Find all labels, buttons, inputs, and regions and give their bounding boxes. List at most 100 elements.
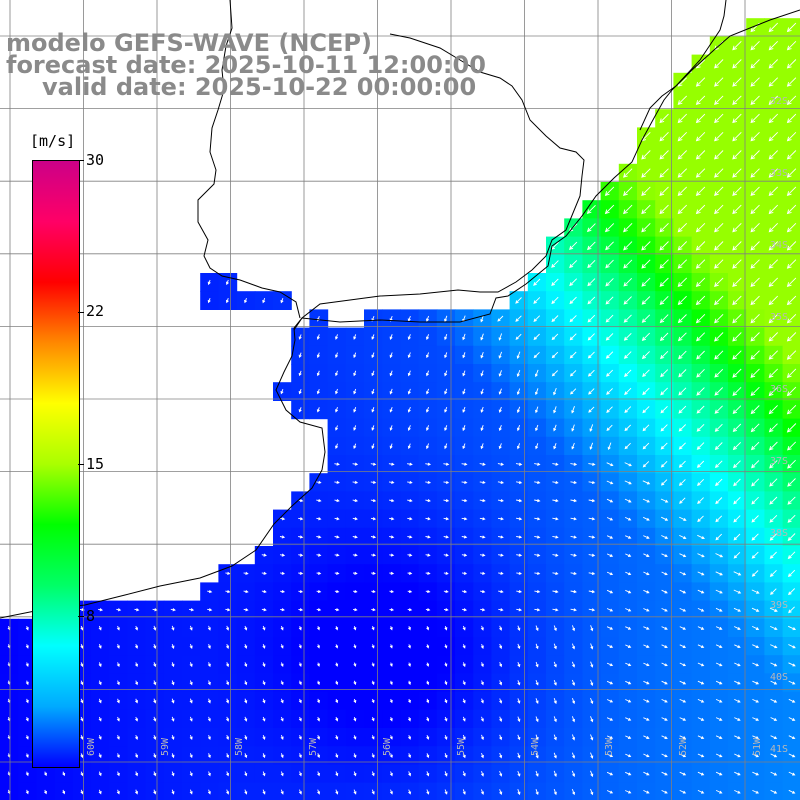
wind-arrow xyxy=(480,698,484,704)
wind-arrow xyxy=(752,662,760,667)
wind-arrow xyxy=(497,480,505,485)
wind-arrow xyxy=(516,553,523,557)
wind-arrow xyxy=(732,295,742,306)
wind-arrow xyxy=(786,295,797,306)
wind-arrow xyxy=(98,771,102,777)
wind-arrow xyxy=(587,278,596,287)
wind-arrow xyxy=(695,77,706,87)
wind-arrow xyxy=(244,662,248,668)
wind-arrow xyxy=(715,497,723,505)
wind-arrow xyxy=(535,698,539,705)
wind-arrow xyxy=(335,425,339,431)
wind-arrow xyxy=(516,499,523,503)
wind-arrow xyxy=(586,223,596,233)
wind-arrow xyxy=(606,498,614,503)
wind-arrow xyxy=(25,662,29,668)
wind-arrow xyxy=(207,716,211,722)
wind-arrow xyxy=(461,480,468,484)
wind-arrow xyxy=(750,40,760,51)
wind-arrow xyxy=(714,186,724,196)
wind-arrow xyxy=(660,498,669,503)
wind-arrow xyxy=(479,535,486,539)
wind-arrow xyxy=(317,644,320,649)
wind-arrow xyxy=(298,698,302,704)
wind-arrow xyxy=(153,643,157,649)
wind-arrow xyxy=(715,662,723,667)
wind-arrow xyxy=(769,460,778,469)
wind-arrow xyxy=(443,553,449,557)
wind-arrow xyxy=(407,334,411,340)
wind-arrow xyxy=(153,625,157,631)
wind-arrow xyxy=(371,662,375,667)
wind-arrow xyxy=(317,680,320,686)
wind-arrow xyxy=(407,425,411,432)
wind-arrow xyxy=(316,553,322,557)
wind-arrow xyxy=(590,625,594,632)
wind-arrow xyxy=(697,753,705,758)
wind-arrow xyxy=(714,442,723,450)
wind-arrow xyxy=(371,644,375,649)
wind-arrow xyxy=(334,517,340,521)
wind-arrow xyxy=(462,388,466,395)
wind-arrow xyxy=(425,589,431,594)
wind-arrow xyxy=(732,368,742,378)
wind-arrow xyxy=(244,753,248,759)
wind-arrow xyxy=(316,480,322,484)
wind-arrow xyxy=(751,460,760,469)
wind-arrow xyxy=(408,771,412,777)
wind-arrow xyxy=(335,771,339,777)
wind-arrow xyxy=(677,277,688,287)
wind-arrow xyxy=(677,95,688,105)
coastline-river-plate xyxy=(0,9,800,619)
wind-arrow xyxy=(625,535,632,539)
wind-arrow xyxy=(517,752,521,759)
wind-arrow xyxy=(750,313,760,324)
wind-arrow xyxy=(769,551,777,559)
wind-arrow xyxy=(80,789,84,795)
wind-arrow xyxy=(497,315,504,322)
wind-arrow xyxy=(697,626,705,630)
wind-arrow xyxy=(262,716,266,722)
wind-arrow xyxy=(786,95,797,105)
wind-arrow xyxy=(425,462,432,466)
wind-arrow xyxy=(786,186,797,196)
wind-arrow xyxy=(588,535,596,539)
wind-arrow xyxy=(98,735,102,740)
wind-arrow xyxy=(679,571,687,576)
wind-arrow xyxy=(352,535,358,539)
wind-arrow xyxy=(571,752,576,759)
wind-arrow xyxy=(499,789,503,795)
wind-arrow xyxy=(335,644,339,649)
wind-arrow xyxy=(697,662,705,667)
wind-arrow xyxy=(697,717,705,721)
wind-arrow xyxy=(752,789,760,794)
wind-arrow xyxy=(462,625,466,631)
wind-arrow xyxy=(80,735,84,740)
wind-arrow xyxy=(695,95,706,105)
wind-arrow xyxy=(715,571,723,576)
wind-cell xyxy=(655,782,674,800)
wind-arrow xyxy=(590,734,594,741)
wind-arrow xyxy=(786,22,797,33)
wind-arrow xyxy=(732,441,742,451)
wind-arrow xyxy=(714,77,724,87)
wind-arrow xyxy=(371,753,375,759)
wind-arrow xyxy=(695,186,706,196)
wind-arrow xyxy=(625,662,632,667)
wind-arrow xyxy=(586,204,596,214)
wind-arrow xyxy=(623,332,632,341)
wind-arrow xyxy=(788,717,796,721)
wind-arrow xyxy=(426,771,430,777)
wind-arrow xyxy=(715,644,723,649)
wind-arrow xyxy=(498,333,503,341)
wind-arrow xyxy=(697,698,705,703)
wind-arrow xyxy=(335,680,339,686)
latitude-label: 41S xyxy=(770,744,789,755)
latitude-label: 35S xyxy=(770,312,789,323)
wind-arrow xyxy=(316,352,320,359)
wind-arrow xyxy=(479,517,486,521)
wind-arrow xyxy=(569,241,578,250)
wind-arrow xyxy=(751,515,759,523)
wind-arrow xyxy=(80,698,84,704)
wind-arrow xyxy=(371,443,375,450)
